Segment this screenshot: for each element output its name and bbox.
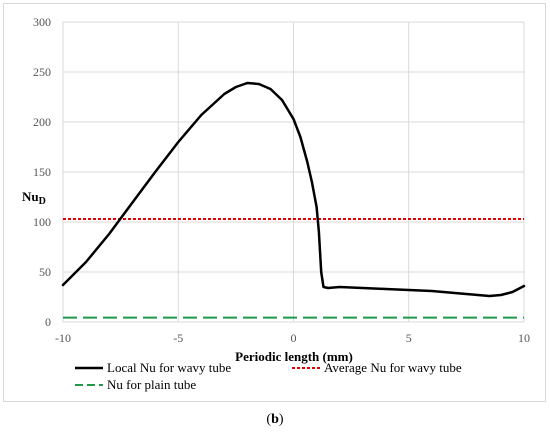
chart-frame bbox=[3, 3, 546, 402]
y-tick-labels: 0 50 100 150 200 250 300 bbox=[33, 15, 51, 329]
x-tick-label: 0 bbox=[291, 331, 297, 345]
y-tick-label: 100 bbox=[33, 215, 51, 229]
caption-close: ) bbox=[278, 412, 284, 427]
x-tick-label: 10 bbox=[518, 331, 530, 345]
grid-lines bbox=[62, 21, 525, 323]
y-tick-label: 50 bbox=[39, 265, 51, 279]
y-axis-title-sub: D bbox=[39, 196, 46, 207]
x-tick-label: -5 bbox=[173, 331, 183, 345]
series-group bbox=[61, 81, 526, 319]
caption-letter: b bbox=[271, 412, 279, 427]
y-tick-label: 150 bbox=[33, 165, 51, 179]
x-axis-title: Periodic length (mm) bbox=[235, 349, 353, 364]
x-tick-labels: -10 -5 0 5 10 bbox=[55, 331, 530, 345]
caption-open: ( bbox=[266, 412, 272, 427]
legend-label-1: Average Nu for wavy tube bbox=[324, 360, 462, 375]
y-tick-label: 300 bbox=[33, 15, 51, 29]
y-tick-label: 200 bbox=[33, 115, 51, 129]
y-tick-label: 250 bbox=[33, 65, 51, 79]
x-tick-label: -10 bbox=[55, 331, 71, 345]
x-tick-label: 5 bbox=[406, 331, 412, 345]
y-axis-title: NuD bbox=[22, 189, 46, 207]
legend-label-2: Nu for plain tube bbox=[107, 377, 196, 392]
series-line-0 bbox=[61, 81, 526, 298]
y-axis-title-main: Nu bbox=[22, 189, 39, 204]
figure-caption: (b) bbox=[0, 412, 550, 428]
chart: 0 50 100 150 200 250 300 -10 -5 0 5 10 NuD Periodi… bbox=[22, 15, 530, 392]
y-tick-label: 0 bbox=[45, 315, 51, 329]
legend-label-0: Local Nu for wavy tube bbox=[107, 360, 231, 375]
legend: Local Nu for wavy tube Average Nu for wav… bbox=[75, 360, 462, 392]
